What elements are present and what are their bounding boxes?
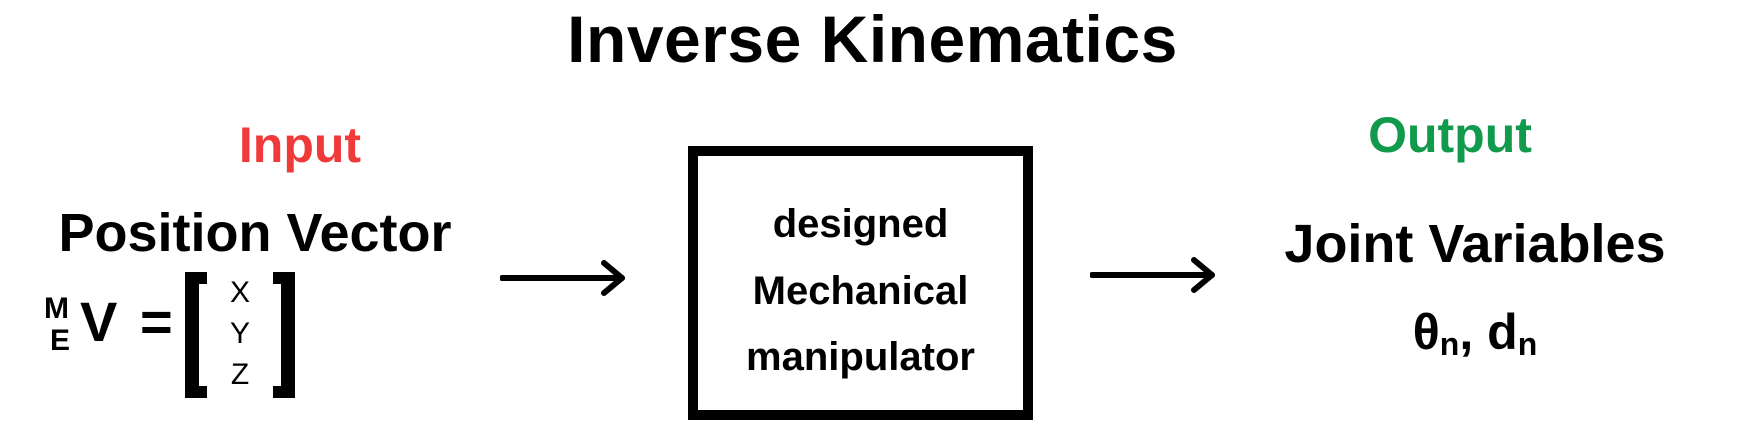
manipulator-line-3: manipulator — [746, 335, 975, 379]
frame-subscript: E — [50, 324, 71, 357]
theta-subscript: n — [1439, 326, 1460, 362]
matrix-left-bracket — [185, 272, 207, 398]
input-label: Input — [238, 117, 362, 173]
manipulator-line-2: Mechanical — [752, 269, 969, 313]
matrix-entry-x: X — [229, 276, 250, 309]
d-subscript: n — [1517, 326, 1538, 362]
matrix-entry-z: Z — [230, 358, 250, 391]
manipulator-line-1: designed — [772, 202, 949, 246]
frame-superscript: M — [44, 292, 69, 325]
position-matrix: X Y Z — [185, 272, 295, 398]
d-symbol: d — [1487, 304, 1518, 360]
joint-variables-label: Joint Variables — [1284, 214, 1666, 274]
output-label: Output — [1368, 107, 1532, 163]
position-vector-label: Position Vector — [58, 203, 452, 263]
vector-symbol: V — [80, 290, 118, 353]
symbol-separator: , — [1459, 304, 1474, 360]
joint-variable-symbols: θn, dn — [1330, 303, 1620, 367]
output-arrow-icon — [1090, 257, 1215, 293]
theta-symbol: θ — [1412, 304, 1440, 360]
mechanical-manipulator-box: designed Mechanical manipulator — [688, 146, 1033, 420]
diagram-title: Inverse Kinematics — [567, 2, 1178, 76]
matrix-right-bracket — [273, 272, 295, 398]
input-arrow-icon — [500, 260, 625, 296]
position-vector-formula: M E V = — [42, 272, 312, 402]
matrix-entry-y: Y — [229, 317, 250, 350]
equals-sign: = — [140, 290, 173, 353]
